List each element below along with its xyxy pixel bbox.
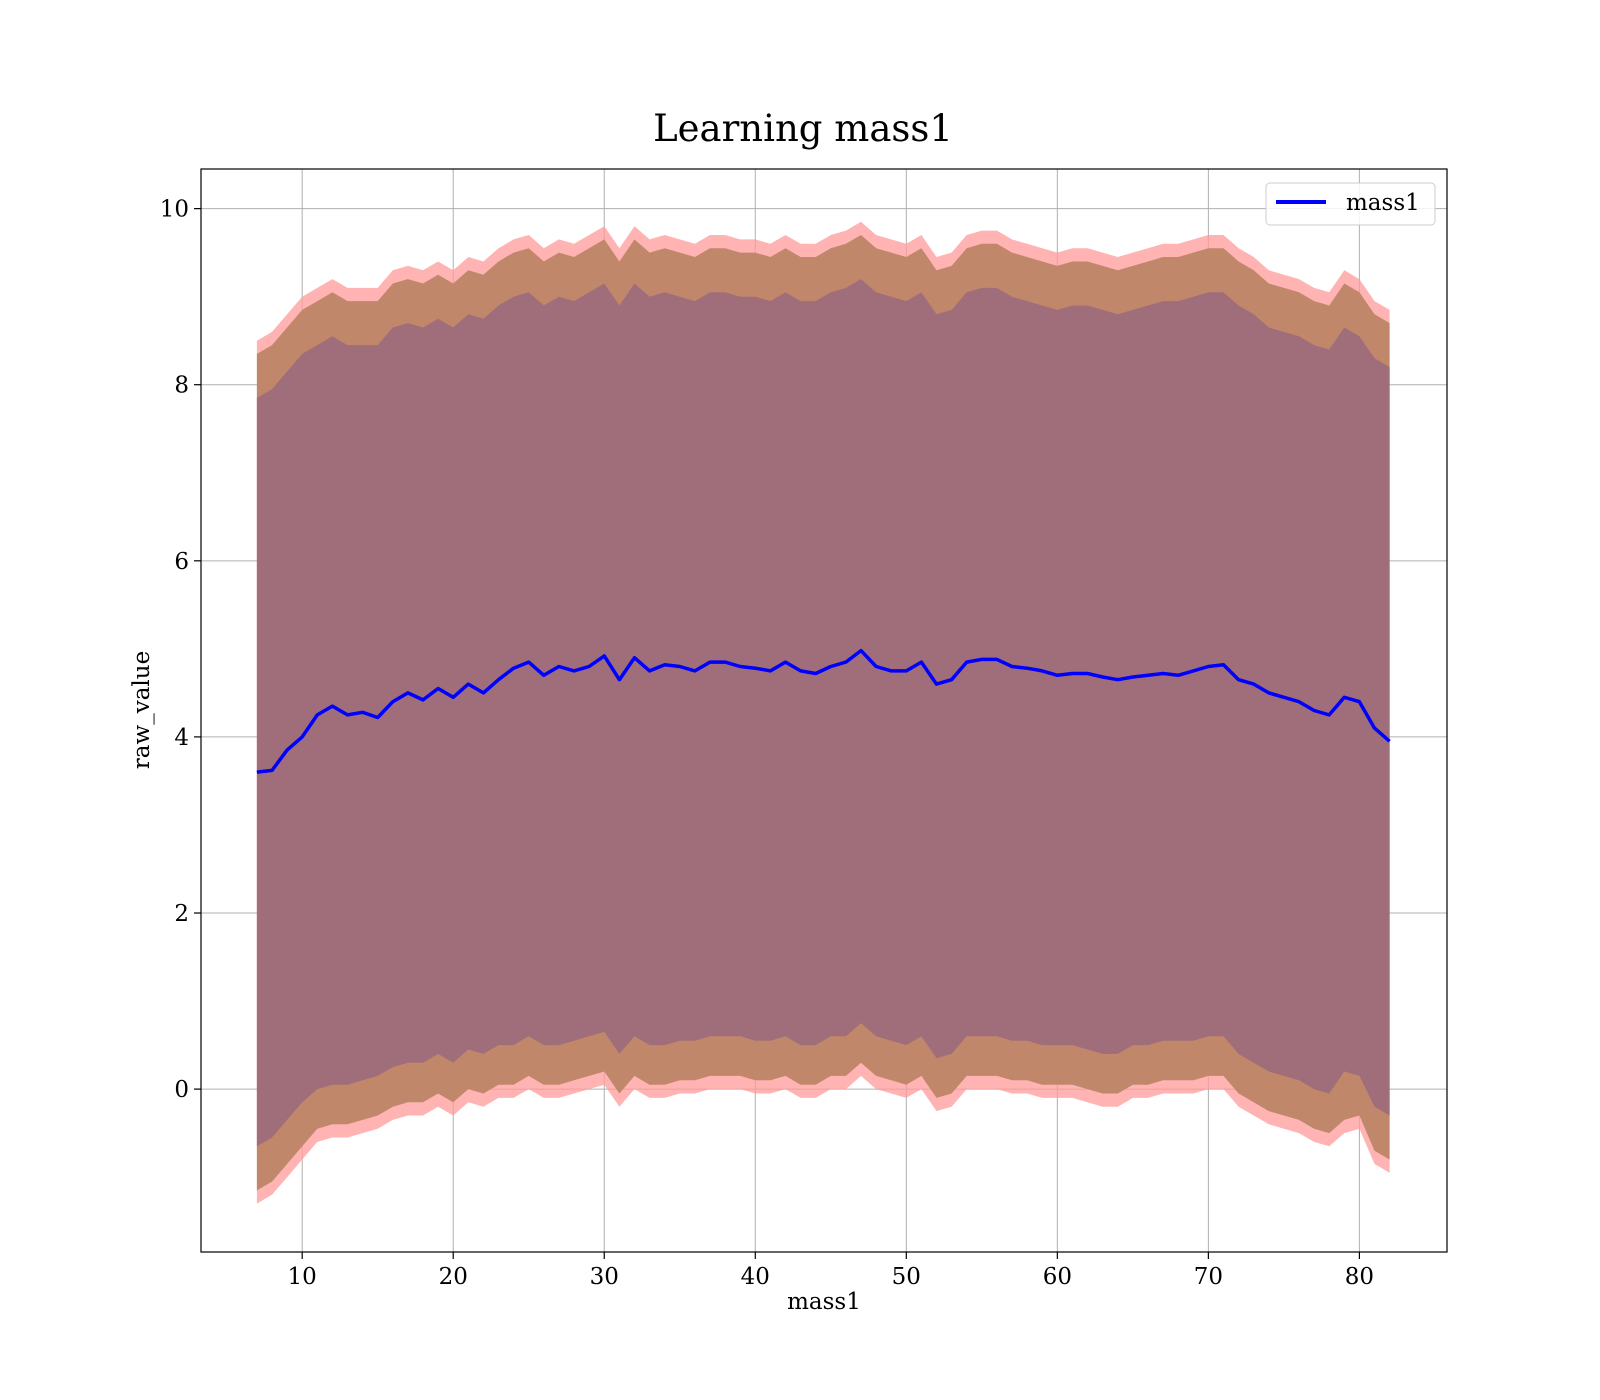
- legend: mass1: [1265, 182, 1436, 226]
- x-tick-label: 80: [1345, 1264, 1374, 1290]
- x-axis: 10 20 30 40 50 60 70 80: [288, 1252, 1374, 1290]
- y-tick-label: 6: [174, 549, 189, 575]
- plot-frame: [200, 168, 1448, 1253]
- chart-title: Learning mass1: [653, 107, 953, 150]
- y-tick-label: 10: [160, 197, 189, 223]
- confidence-bands: [256, 221, 1390, 1204]
- y-tick-label: 8: [174, 373, 189, 399]
- legend-box: [1265, 182, 1436, 226]
- x-tick-label: 20: [439, 1264, 468, 1290]
- x-axis-label: mass1: [787, 1289, 861, 1315]
- x-tick-label: 50: [892, 1264, 921, 1290]
- series-line-mass1: [256, 648, 1391, 774]
- x-tick-label: 60: [1043, 1264, 1072, 1290]
- series-lines: [256, 648, 1391, 774]
- x-tick-label: 30: [590, 1264, 619, 1290]
- x-tick-label: 40: [741, 1264, 770, 1290]
- band-inner: [256, 279, 1390, 1147]
- y-tick-label: 0: [174, 1077, 189, 1103]
- y-tick-label: 4: [174, 725, 189, 751]
- legend-entry: mass1: [1346, 190, 1420, 216]
- y-tick-label: 2: [174, 901, 189, 927]
- x-tick-label: 70: [1194, 1264, 1223, 1290]
- y-axis-label: raw_value: [129, 651, 155, 769]
- y-axis: 0 2 4 6 8 10: [160, 197, 201, 1103]
- x-tick-label: 10: [288, 1264, 317, 1290]
